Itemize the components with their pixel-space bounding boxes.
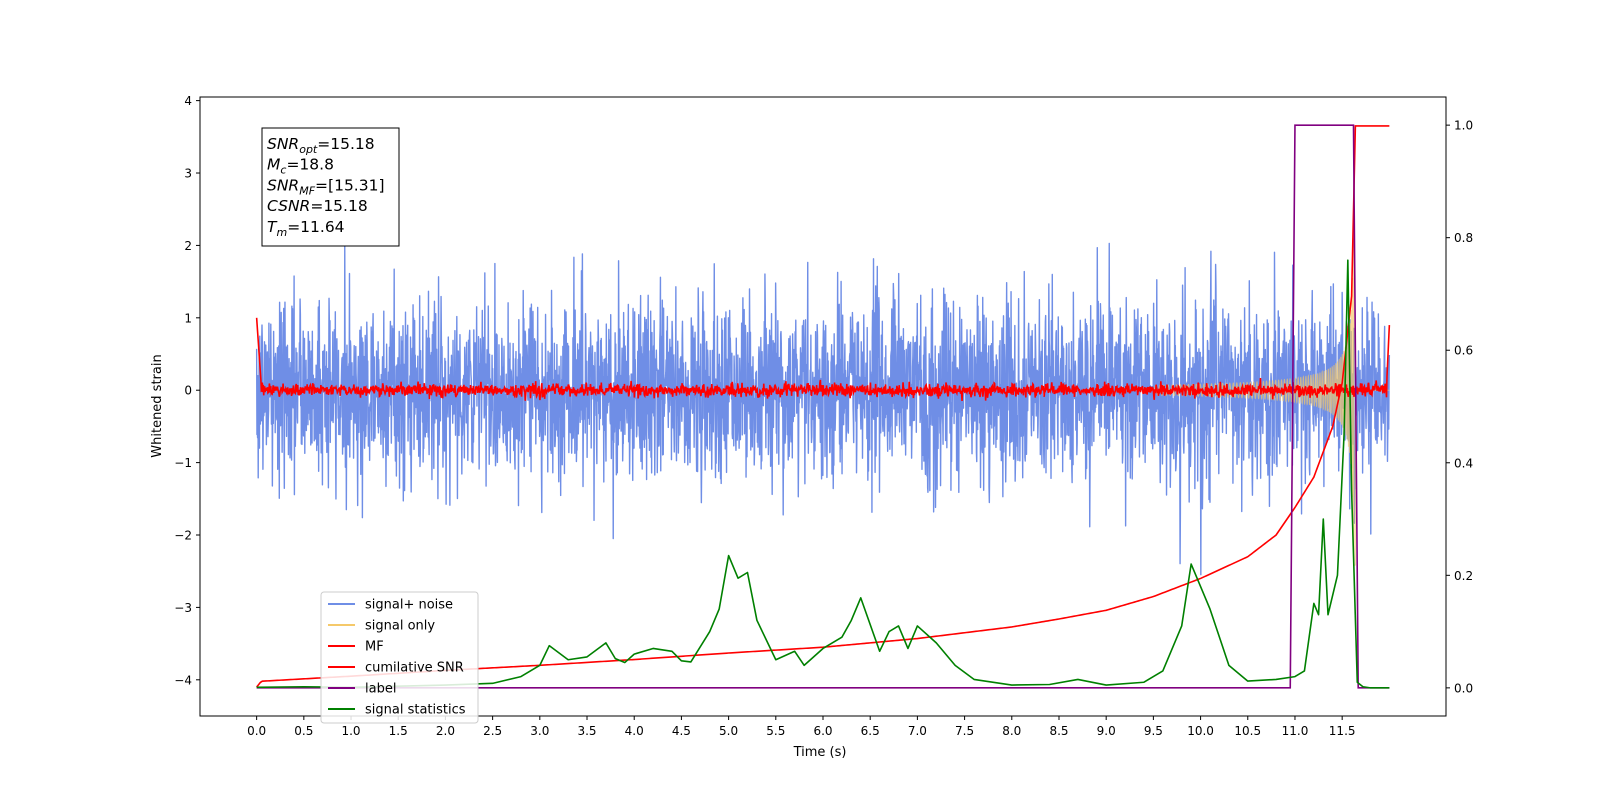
- legend-label: signal statistics: [365, 703, 466, 718]
- annotation-subscript: m: [276, 226, 287, 239]
- x-tick-label: 9.5: [1144, 724, 1163, 738]
- x-tick-label: 8.0: [1002, 724, 1021, 738]
- series-label: [256, 124, 1390, 689]
- x-tick-label: 10.5: [1234, 724, 1261, 738]
- x-tick-label: 0.0: [247, 724, 266, 738]
- x-tick-label: 11.0: [1282, 724, 1309, 738]
- y2-tick-label: 0.0: [1454, 681, 1473, 695]
- annotation-subscript: opt: [299, 143, 318, 156]
- x-tick-label: 8.5: [1049, 724, 1068, 738]
- x-tick-label: 1.5: [389, 724, 408, 738]
- legend-label: cumilative SNR: [365, 661, 464, 676]
- x-tick-label: 5.5: [766, 724, 785, 738]
- annotation-symbol: SNR: [267, 135, 299, 153]
- annotation-frame: [261, 127, 400, 247]
- y-tick-label: −3: [174, 601, 192, 615]
- annotation-subscript: MF: [299, 184, 315, 197]
- x-tick-label: 3.0: [530, 724, 549, 738]
- y-tick-label: −1: [174, 456, 192, 470]
- annotation-value: =[15.31]: [315, 176, 384, 194]
- y-tick-label: 1: [184, 311, 192, 325]
- annotation-symbol: T: [267, 218, 278, 236]
- y-tick-label: 2: [184, 239, 192, 253]
- x-tick-label: 7.5: [955, 724, 974, 738]
- annotation-line: Mc=18.8: [267, 156, 334, 177]
- annotation-value: =15.18: [317, 135, 374, 153]
- x-tick-label: 9.0: [1097, 724, 1116, 738]
- y-axis-left: 4 3 2 1 0 −1 −2 −3 −4: [174, 94, 200, 687]
- series-signal-statistics: [256, 259, 1390, 689]
- y2-tick-label: 0.2: [1454, 569, 1473, 583]
- y-tick-label: 4: [184, 94, 192, 108]
- y-tick-label: −2: [174, 529, 192, 543]
- y-axis-right: 1.0 0.8 0.6 0.4 0.2 0.0: [1446, 119, 1473, 695]
- x-tick-label: 2.0: [436, 724, 455, 738]
- y-tick-label: 0: [184, 384, 192, 398]
- x-tick-label: 5.0: [719, 724, 738, 738]
- annotation-symbol: SNR: [267, 176, 299, 194]
- annotation-line: SNRMF=[15.31]: [267, 176, 385, 197]
- y-axis-label: Whitened strain: [150, 354, 165, 457]
- annotation-symbol: M: [267, 156, 280, 174]
- annotation-line: CSNR=15.18: [267, 197, 368, 215]
- annotation-value: =18.8: [286, 156, 334, 174]
- series-mf: [255, 317, 1391, 402]
- x-tick-label: 2.5: [483, 724, 502, 738]
- legend: signal+ noise signal only MF cumilative SNR…: [320, 591, 479, 724]
- x-axis-label: Time (s): [793, 745, 847, 760]
- legend-label: label: [365, 682, 396, 697]
- y2-tick-label: 0.8: [1454, 231, 1473, 245]
- annotation-subscript: c: [280, 164, 286, 177]
- y2-tick-label: 0.4: [1454, 456, 1473, 470]
- legend-label: signal+ noise: [365, 598, 453, 613]
- legend-frame: [320, 591, 479, 724]
- x-tick-label: 11.5: [1329, 724, 1356, 738]
- y2-tick-label: 1.0: [1454, 119, 1473, 133]
- annotation-value: =11.64: [287, 218, 344, 236]
- annotation-line: SNRopt=15.18: [267, 135, 375, 156]
- x-tick-label: 6.5: [861, 724, 880, 738]
- x-tick-label: 0.5: [294, 724, 313, 738]
- y2-tick-label: 0.6: [1454, 344, 1473, 358]
- y-tick-label: 3: [184, 167, 192, 181]
- annotation-symbol: CSNR: [267, 197, 310, 215]
- annotation-box: SNRopt=15.18Mc=18.8SNRMF=[15.31]CSNR=15.…: [261, 127, 400, 247]
- x-tick-label: 4.5: [672, 724, 691, 738]
- x-tick-label: 7.0: [908, 724, 927, 738]
- x-axis: 0.0 0.5 1.0 1.5 2.0 2.5 3.0 3.5 4.0 4.5 5.0 5.5 6.0 6…: [247, 716, 1356, 738]
- annotation-line: Tm=11.64: [267, 218, 345, 239]
- x-tick-label: 10.0: [1187, 724, 1214, 738]
- annotation-value: =15.18: [310, 197, 367, 215]
- x-tick-label: 1.0: [341, 724, 360, 738]
- legend-label: MF: [365, 640, 384, 655]
- y-tick-label: −4: [174, 673, 192, 687]
- legend-label: signal only: [365, 619, 435, 634]
- x-tick-label: 6.0: [813, 724, 832, 738]
- x-tick-label: 4.0: [625, 724, 644, 738]
- x-tick-label: 3.5: [577, 724, 596, 738]
- series-signal-plus-noise: [255, 242, 1391, 576]
